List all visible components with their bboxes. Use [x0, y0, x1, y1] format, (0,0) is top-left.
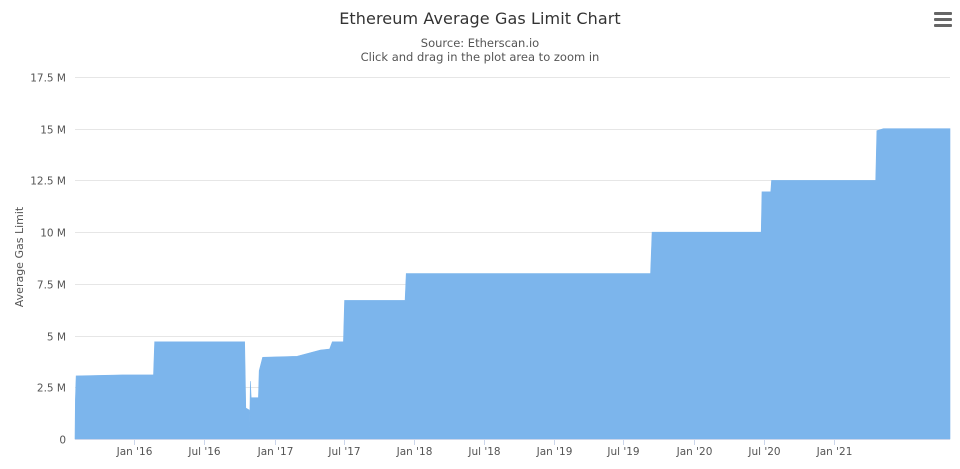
y-tick-label: 2.5 M: [37, 383, 66, 395]
x-tick-label: Jan '19: [536, 446, 573, 458]
y-tick-label: 10 M: [40, 228, 66, 240]
y-tick-label: 17.5 M: [30, 73, 66, 85]
menu-bar: [934, 24, 952, 27]
x-tick-label: Jul '19: [606, 446, 639, 458]
x-tick-label: Jan '20: [676, 446, 713, 458]
x-tick-label: Jan '17: [257, 446, 294, 458]
series-layer[interactable]: [74, 128, 951, 440]
chart-title: Ethereum Average Gas Limit Chart: [339, 9, 621, 28]
y-tick-label: 15 M: [40, 125, 66, 137]
series-area[interactable]: [74, 128, 951, 440]
y-tick-label: 5 M: [47, 332, 66, 344]
hamburger-menu-icon[interactable]: [934, 12, 952, 28]
chart-subtitle-zoom-hint: Click and drag in the plot area to zoom …: [360, 50, 600, 64]
y-tick-label: 7.5 M: [37, 280, 66, 292]
chart-subtitle-source: Source: Etherscan.io: [420, 36, 540, 50]
y-tick-label: 12.5 M: [30, 176, 66, 188]
y-axis-title: Average Gas Limit: [13, 206, 26, 307]
x-tick-label: Jan '21: [816, 446, 853, 458]
x-tick-label: Jul '20: [747, 446, 780, 458]
x-tick-label: Jan '18: [396, 446, 433, 458]
x-tick-label: Jul '18: [467, 446, 500, 458]
x-tick-label: Jul '17: [327, 446, 360, 458]
x-tick-label: Jan '16: [116, 446, 153, 458]
x-tick-label: Jul '16: [187, 446, 221, 458]
menu-bar: [934, 18, 952, 21]
y-tick-label: 0: [59, 435, 66, 447]
axis-layer: 0 2.5 M 5 M 7.5 M 10 M 12.5 M 15 M 17.5 M Jan '1…: [30, 73, 950, 458]
menu-bar: [934, 12, 952, 15]
